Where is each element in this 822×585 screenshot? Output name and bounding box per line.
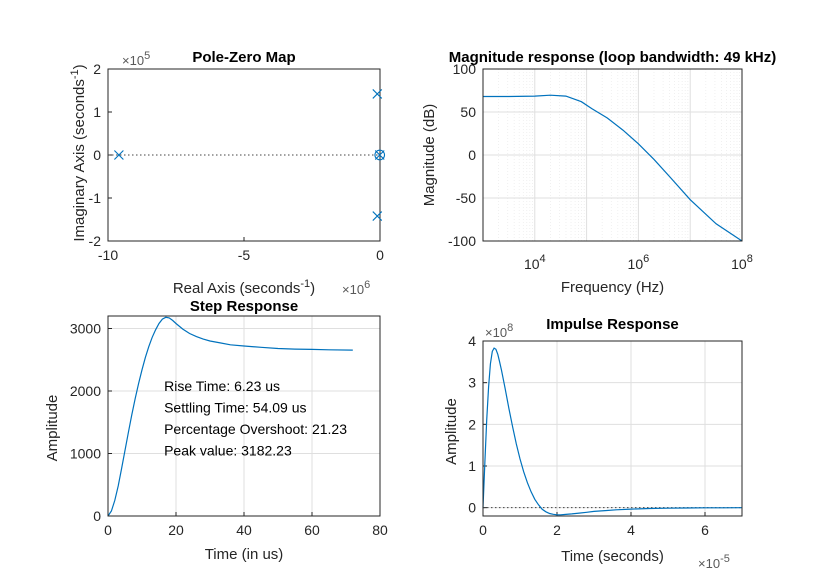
step-xtick-label: 80 [372,522,388,538]
step-ytick-label: 1000 [70,446,101,462]
impulse-axes-box [482,340,743,517]
mag-ytick-label: 50 [460,104,476,120]
step-xlabel: Time (in us) [205,546,284,563]
mag-xtick-label: 106 [628,253,650,272]
mag-xtick-label: 104 [524,253,546,272]
pz-ytick-label: 0 [93,147,101,163]
pz-ytick-label: 1 [93,104,101,120]
step-xtick-label: 0 [104,522,112,538]
step-annotation: Peak value: 3182.23 [164,443,292,459]
impulse-ytick-label: 4 [468,333,476,349]
pz-title: Pole-Zero Map [192,49,295,66]
pz-zero-marker [374,149,386,161]
mag-xtick-label: 108 [731,253,753,272]
pz-ylabel: Imaginary Axis (seconds-1) [69,64,88,241]
impulse-xtick-label: 4 [627,522,635,538]
step-ylabel: Amplitude [44,395,61,462]
step-xtick-label: 60 [304,522,320,538]
mag-ytick-label: -100 [448,233,476,249]
step-axes-box [107,315,381,517]
pz-xtick-label: -5 [238,247,251,263]
pz-ytick-label: -1 [89,190,102,206]
impulse-series-line [482,347,743,516]
pz-y-exponent: ×105 [122,50,150,68]
impulse-ytick-label: 1 [468,458,476,474]
step-ytick-label: 2000 [70,383,101,399]
impulse-xtick-label: 6 [701,522,709,538]
mag-title: Magnitude response (loop bandwidth: 49 k… [449,49,777,66]
pz-xtick-label: -10 [98,247,118,263]
pz-xlabel: Real Axis (seconds-1) [173,278,315,297]
impulse-x-exponent: ×10-5 [698,553,730,571]
step-title: Step Response [190,298,298,315]
pz-pole-marker [372,89,383,99]
pz-xtick-label: 0 [376,247,384,263]
impulse-xtick-label: 2 [553,522,561,538]
mag-ytick-label: 0 [468,147,476,163]
mag-ytick-label: -50 [456,190,476,206]
impulse-title: Impulse Response [546,316,679,333]
pz-ytick-label: 2 [93,61,101,77]
impulse-plot-area [483,341,742,516]
mag-axes-box [482,68,743,242]
impulse-ylabel: Amplitude [443,398,460,465]
step-annotation: Settling Time: 54.09 us [164,400,306,416]
pz-pole-marker [113,150,124,160]
pz-x-exponent: ×106 [342,279,370,297]
impulse-y-exponent: ×108 [485,322,513,340]
step-series-line [107,316,353,517]
step-ytick-label: 3000 [70,321,101,337]
impulse-ytick-label: 0 [468,500,476,516]
impulse-ytick-label: 3 [468,375,476,391]
mag-ytick-label: 100 [453,61,477,77]
mag-xlabel: Frequency (Hz) [561,279,664,296]
mag-series-line [483,94,743,242]
pz-pole-marker [372,211,383,221]
impulse-xlabel: Time (seconds) [561,548,664,565]
impulse-xtick-label: 0 [479,522,487,538]
step-ytick-label: 0 [93,508,101,524]
step-annotation: Percentage Overshoot: 21.23 [164,421,347,437]
pz-pole-marker [374,150,385,160]
pz-ytick-label: -2 [89,233,102,249]
mag-ylabel: Magnitude (dB) [421,104,438,207]
step-xtick-label: 20 [168,522,184,538]
step-xtick-label: 40 [236,522,252,538]
step-annotation: Rise Time: 6.23 us [164,378,280,394]
impulse-ytick-label: 2 [468,416,476,432]
